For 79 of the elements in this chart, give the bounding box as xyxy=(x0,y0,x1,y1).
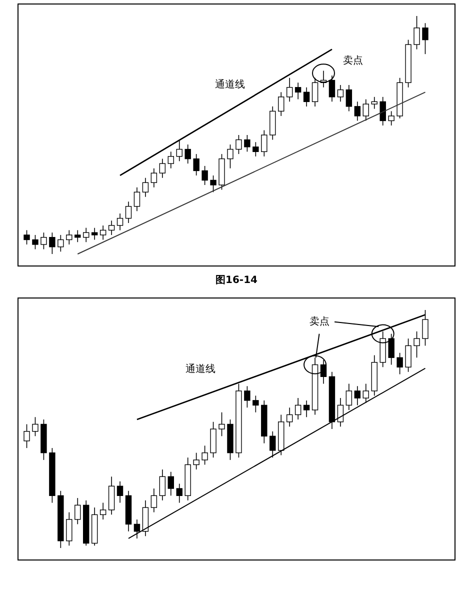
candlestick xyxy=(159,469,166,501)
candlestick xyxy=(142,500,149,536)
candlestick xyxy=(193,452,200,470)
candlestick xyxy=(202,445,208,466)
candlestick xyxy=(227,144,234,169)
candlestick xyxy=(176,139,182,162)
candlestick xyxy=(270,106,276,140)
candlestick xyxy=(40,232,47,250)
candlestick xyxy=(371,96,378,110)
candlestick xyxy=(32,416,38,437)
annotation: 卖点 xyxy=(309,315,330,328)
annotation: 通道线 xyxy=(186,362,216,375)
candlestick xyxy=(74,498,81,525)
candlestick xyxy=(414,16,420,50)
candlestick xyxy=(294,82,302,100)
candlestick xyxy=(91,227,98,240)
candlestick xyxy=(142,177,149,198)
candlestick xyxy=(58,234,64,252)
candlestick xyxy=(362,98,369,122)
candlestick xyxy=(168,471,174,496)
candlestick xyxy=(159,158,166,178)
candlestick xyxy=(116,480,124,504)
candlestick xyxy=(236,134,242,154)
candlestick xyxy=(244,134,250,152)
caption: 图16-14 xyxy=(216,275,258,286)
candlestick xyxy=(396,352,403,375)
candlestick xyxy=(414,331,420,358)
candlestick xyxy=(168,151,174,169)
candlestick xyxy=(125,201,132,224)
candlestick xyxy=(286,77,293,102)
candlestick xyxy=(66,512,72,546)
candlestick xyxy=(193,154,200,176)
candlestick xyxy=(346,84,352,112)
candlestick xyxy=(24,230,30,245)
candlestick xyxy=(218,412,225,437)
candlestick xyxy=(388,110,394,126)
candlestick xyxy=(354,101,361,122)
candlestick xyxy=(261,130,268,157)
candlestick xyxy=(134,186,140,212)
candlestick xyxy=(303,400,310,418)
candlestick xyxy=(294,398,302,420)
candlestick xyxy=(252,142,259,157)
candlestick xyxy=(184,144,191,164)
candlestick xyxy=(380,331,386,368)
candlestick xyxy=(346,383,352,410)
candlestick xyxy=(100,225,106,240)
candlestick xyxy=(286,407,293,428)
candlestick xyxy=(337,84,344,102)
candlestick xyxy=(210,175,216,193)
candlestick xyxy=(150,488,158,513)
candlestick xyxy=(66,230,72,245)
candlestick xyxy=(116,213,124,231)
candlestick xyxy=(278,92,284,116)
candlestick xyxy=(32,234,38,250)
annotation: 卖点 xyxy=(343,54,364,67)
candlestick xyxy=(108,220,115,236)
candlestick xyxy=(303,87,310,107)
candlestick xyxy=(270,430,276,458)
candlestick xyxy=(388,333,394,366)
candlestick xyxy=(354,386,361,406)
candlestick xyxy=(252,395,259,413)
candlestick xyxy=(74,230,81,242)
candlestick xyxy=(176,483,182,504)
candlestick xyxy=(405,338,412,372)
candlestick xyxy=(380,96,386,126)
candlestick xyxy=(49,232,56,254)
candlestick xyxy=(422,22,428,54)
candlestick xyxy=(83,227,90,242)
candlestick xyxy=(108,476,115,516)
candlestick xyxy=(202,166,208,186)
candlestick xyxy=(312,77,318,107)
candlestick xyxy=(362,383,369,404)
candlestick xyxy=(150,168,158,188)
candlestick xyxy=(100,502,106,520)
candlestick xyxy=(244,386,250,408)
candlestick xyxy=(210,421,216,458)
candlestick xyxy=(24,424,30,448)
candlestick xyxy=(328,75,336,102)
annotation: 通道线 xyxy=(215,78,246,90)
